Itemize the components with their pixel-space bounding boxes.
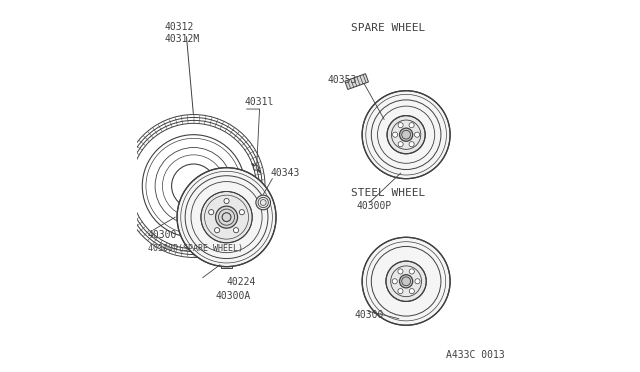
Circle shape xyxy=(239,209,244,215)
Circle shape xyxy=(415,132,420,137)
Polygon shape xyxy=(221,261,232,269)
Ellipse shape xyxy=(382,257,393,268)
Circle shape xyxy=(386,261,426,301)
Circle shape xyxy=(362,237,450,325)
Circle shape xyxy=(216,206,237,228)
Circle shape xyxy=(224,198,229,203)
Ellipse shape xyxy=(428,275,436,288)
Text: 40343: 40343 xyxy=(271,168,300,178)
Circle shape xyxy=(177,168,276,267)
Circle shape xyxy=(398,123,403,128)
Circle shape xyxy=(234,228,239,233)
Ellipse shape xyxy=(399,304,413,312)
Circle shape xyxy=(253,165,259,170)
Circle shape xyxy=(209,209,214,215)
Circle shape xyxy=(409,142,414,147)
Text: SPARE WHEEL: SPARE WHEEL xyxy=(351,23,425,33)
Ellipse shape xyxy=(419,257,430,268)
Circle shape xyxy=(409,123,414,128)
Text: 40312: 40312 xyxy=(164,22,194,32)
Circle shape xyxy=(415,279,420,284)
Circle shape xyxy=(409,289,414,294)
Circle shape xyxy=(256,195,271,210)
Circle shape xyxy=(392,279,397,284)
Text: 40300P: 40300P xyxy=(356,201,392,211)
Ellipse shape xyxy=(399,251,413,259)
Circle shape xyxy=(398,142,403,147)
Circle shape xyxy=(409,269,414,274)
Circle shape xyxy=(399,275,413,288)
Text: 4031l: 4031l xyxy=(245,97,275,107)
Polygon shape xyxy=(345,74,369,89)
Text: 40353: 40353 xyxy=(327,75,356,85)
Circle shape xyxy=(362,91,450,179)
Circle shape xyxy=(398,289,403,294)
Text: STEEL WHEEL: STEEL WHEEL xyxy=(351,188,425,198)
Circle shape xyxy=(214,228,220,233)
Circle shape xyxy=(398,269,403,274)
Text: 40300: 40300 xyxy=(355,310,384,320)
Text: 40312M: 40312M xyxy=(164,35,200,44)
Circle shape xyxy=(201,192,252,243)
Text: 40300: 40300 xyxy=(148,231,177,240)
Circle shape xyxy=(387,116,425,154)
Circle shape xyxy=(399,128,413,141)
Ellipse shape xyxy=(376,275,384,288)
Text: A433C 0013: A433C 0013 xyxy=(447,350,505,360)
Circle shape xyxy=(392,132,397,137)
Text: 40300A: 40300A xyxy=(216,291,251,301)
Text: 40300P(SPARE WHEEL): 40300P(SPARE WHEEL) xyxy=(148,244,243,253)
Ellipse shape xyxy=(382,295,393,305)
Text: 40224: 40224 xyxy=(227,277,256,287)
Ellipse shape xyxy=(419,295,430,305)
